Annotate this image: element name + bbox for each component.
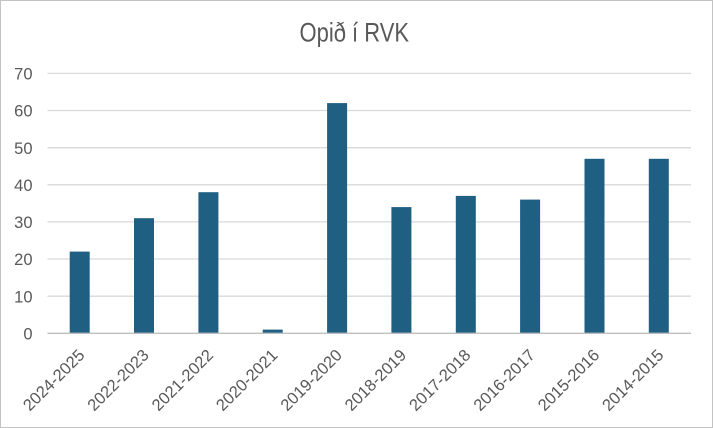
svg-text:Opið í RVK: Opið í RVK (300, 17, 410, 47)
svg-text:10: 10 (14, 288, 32, 306)
svg-text:40: 40 (14, 177, 32, 195)
svg-text:50: 50 (14, 140, 32, 158)
svg-text:30: 30 (14, 214, 32, 232)
svg-text:20: 20 (14, 251, 32, 269)
svg-text:60: 60 (14, 103, 32, 121)
svg-text:70: 70 (14, 66, 32, 84)
svg-text:0: 0 (23, 325, 32, 343)
